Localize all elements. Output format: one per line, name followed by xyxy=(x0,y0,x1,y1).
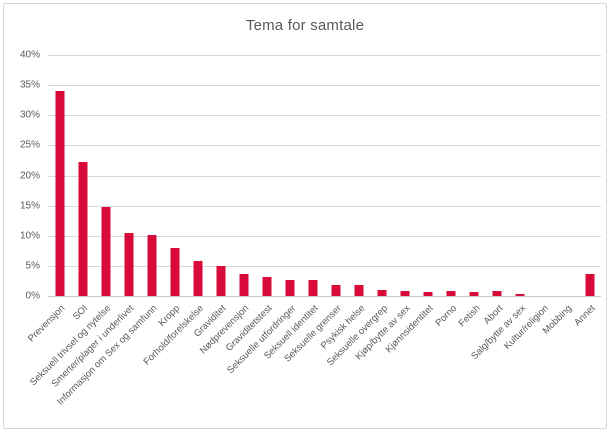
bar xyxy=(239,274,249,296)
bar-slot: Kropp xyxy=(157,55,186,329)
bar xyxy=(262,277,272,296)
gridline xyxy=(48,205,601,207)
x-tick-label: Prevensjon xyxy=(25,303,68,345)
gridline xyxy=(48,115,601,117)
bar xyxy=(331,285,341,296)
bar xyxy=(469,291,479,296)
bar xyxy=(101,207,111,296)
chart-title: Tema for samtale xyxy=(245,17,365,34)
gridline xyxy=(48,265,601,267)
y-tick-label: 0% xyxy=(25,290,40,302)
bars-layer: Prevensjon SOI Seksuell trivsel og nytelse… xyxy=(26,55,601,407)
x-tick-label: Annet xyxy=(572,303,598,329)
bar-slot: Seksuelle overgrep xyxy=(325,55,394,368)
bar xyxy=(170,247,180,296)
bar xyxy=(515,293,525,296)
bar xyxy=(216,265,226,296)
bar xyxy=(285,279,295,296)
gridline xyxy=(48,235,601,237)
bar-slot: Seksuell trivsel og nytelse xyxy=(28,55,117,388)
gridline xyxy=(48,175,601,177)
gridline xyxy=(48,85,601,87)
bar-slot: Prevensjon xyxy=(26,55,71,344)
x-tick-label: Porno xyxy=(433,303,460,329)
bar-slot: Psykisk helse xyxy=(318,55,371,351)
bar xyxy=(55,91,65,296)
bar-slot: Abort xyxy=(481,55,509,327)
y-tick-label: 15% xyxy=(19,200,40,212)
bar-slot: Salg/bytte av sex xyxy=(469,55,532,362)
bar xyxy=(193,261,203,296)
y-tick-label: 5% xyxy=(25,260,40,272)
bar xyxy=(147,234,157,296)
bar xyxy=(354,285,364,296)
bar-slot: SOI xyxy=(71,55,94,322)
bar xyxy=(585,273,595,296)
bar-slot: Mobbing xyxy=(541,55,578,337)
y-tick-label: 40% xyxy=(19,49,40,61)
bar-slot: Kjøp/bytte av sex xyxy=(354,55,417,362)
bar-slot: Seksuelle grenser xyxy=(282,55,348,365)
gridline xyxy=(48,145,601,147)
bar xyxy=(446,291,456,296)
bar xyxy=(492,291,502,296)
y-tick-label: 25% xyxy=(19,139,40,151)
bar xyxy=(400,290,410,296)
x-tick-label: Fetish xyxy=(456,303,483,330)
bar xyxy=(308,279,318,296)
bar-slot: Kultur/religion xyxy=(502,55,555,352)
gridline xyxy=(48,55,601,56)
plot-area: 0% 5% 10% 15% 20% 25% 30% 35% 40% Prevensjon SOI S… xyxy=(20,50,601,407)
bar xyxy=(124,233,134,296)
bar-slot: Annet xyxy=(572,55,601,328)
bar-slot: Smerter/plager i underlivet xyxy=(50,55,140,390)
bar-slot: Kjønnsidentitet xyxy=(384,55,440,355)
y-tick-label: 10% xyxy=(19,230,40,242)
bar-slot: Graviditet xyxy=(192,55,232,340)
y-tick-label: 30% xyxy=(19,109,40,121)
x-axis-line xyxy=(48,296,601,297)
bar-slot: Seksuell identitet xyxy=(262,55,325,362)
y-tick-label: 35% xyxy=(19,79,40,91)
bar xyxy=(78,161,88,296)
bar-slot: Graviditetstest xyxy=(224,55,278,354)
bar-slot: Nødprevensjon xyxy=(198,55,255,356)
bar-slot: Forhold/forelskelse xyxy=(141,55,209,368)
bar-slot: Informasjon om Sex og samfunn xyxy=(55,55,163,407)
bar-slot: Fetish xyxy=(456,55,486,329)
chart-frame: Tema for samtale 0% 5% 10% 15% 20% 25% 30% 35% 4… xyxy=(3,3,607,429)
y-tick-label: 20% xyxy=(19,170,40,181)
x-tick-label: Informasjon om Sex og samfunn xyxy=(55,303,160,408)
bar xyxy=(423,291,433,296)
bar-slot: Seksuelle utfordringer xyxy=(225,55,301,376)
bar-slot: Porno xyxy=(433,55,463,329)
bar xyxy=(377,289,387,296)
